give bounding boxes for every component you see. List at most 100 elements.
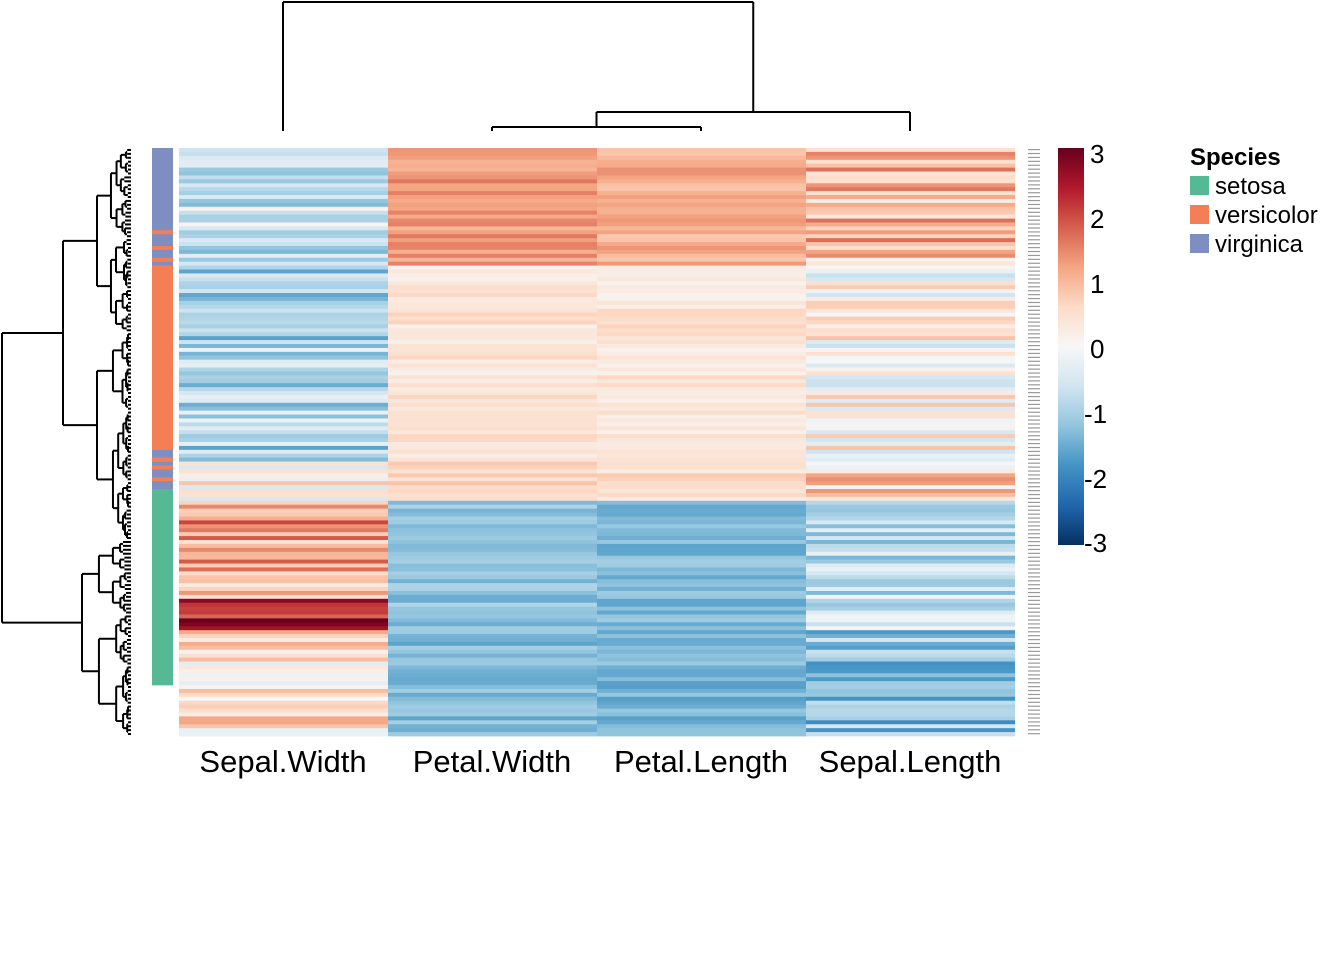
heatmap-cell	[388, 222, 597, 227]
heatmap-cell	[597, 708, 806, 713]
heatmap-cell	[179, 359, 388, 364]
heatmap-cell	[806, 496, 1015, 502]
heatmap-cell	[388, 575, 597, 580]
heatmap-cell	[597, 492, 806, 498]
heatmap-cell	[597, 402, 806, 408]
heatmap-cell	[388, 653, 597, 658]
heatmap-cell	[179, 312, 388, 317]
row-label	[1028, 203, 1040, 206]
row-label	[1028, 388, 1040, 390]
row-label	[1028, 619, 1040, 621]
row-label	[1028, 654, 1040, 656]
heatmap-cell	[388, 496, 597, 502]
heatmap-cell	[806, 555, 1015, 560]
row-label	[1028, 156, 1040, 159]
heatmap-cell	[388, 394, 597, 400]
heatmap-cell	[179, 155, 388, 161]
heatmap-cell	[388, 665, 597, 670]
heatmap-cell	[597, 575, 806, 580]
heatmap-cell	[179, 253, 388, 259]
heatmap-cell	[388, 187, 597, 192]
heatmap-cell	[597, 434, 806, 439]
heatmap-cell	[597, 528, 806, 533]
heatmap-cell	[806, 724, 1015, 729]
heatmap-cell	[806, 285, 1015, 290]
heatmap-cell	[806, 532, 1015, 537]
heatmap-cell	[388, 445, 597, 451]
heatmap-cell	[597, 218, 806, 223]
heatmap-cell	[806, 336, 1015, 341]
heatmap-cell	[388, 277, 597, 282]
heatmap-cell	[597, 398, 806, 404]
heatmap-cell	[597, 688, 806, 694]
heatmap-cell	[806, 657, 1015, 662]
heatmap-cell	[388, 234, 597, 239]
heatmap-cell	[597, 234, 806, 239]
heatmap-cell	[388, 461, 597, 466]
heatmap-cell	[806, 559, 1015, 564]
heatmap-cell	[806, 359, 1015, 364]
row-label	[1028, 556, 1040, 558]
heatmap-cell	[179, 638, 388, 643]
heatmap-cell	[388, 398, 597, 404]
heatmap-cell	[597, 496, 806, 502]
heatmap-cell	[179, 347, 388, 353]
heatmap-cell	[179, 708, 388, 713]
heatmap-cell	[597, 485, 806, 490]
heatmap-cell	[597, 300, 806, 306]
heatmap-cell	[597, 277, 806, 282]
row-label	[1028, 603, 1040, 605]
heatmap-cell	[179, 559, 388, 564]
heatmap-cell	[388, 602, 597, 608]
heatmap-cell	[179, 724, 388, 729]
heatmap-cell	[806, 148, 1015, 153]
heatmap-cell	[597, 206, 806, 212]
row-label	[1028, 309, 1040, 311]
heatmap-cell	[806, 661, 1015, 666]
heatmap-cell	[179, 410, 388, 415]
heatmap-cell	[179, 344, 388, 349]
row-label	[1028, 239, 1040, 241]
heatmap-cell	[597, 677, 806, 682]
heatmap-cell	[806, 469, 1015, 474]
heatmap-cell	[597, 579, 806, 584]
heatmap-cell	[806, 187, 1015, 192]
heatmap-cell	[179, 504, 388, 510]
heatmap-cell	[179, 300, 388, 306]
heatmap-cell	[179, 547, 388, 553]
heatmap-cell	[597, 328, 806, 333]
heatmap-cell	[806, 344, 1015, 349]
heatmap-cell	[388, 304, 597, 310]
heatmap-cell	[806, 685, 1015, 690]
heatmap-cell	[806, 398, 1015, 404]
heatmap-cell	[806, 610, 1015, 615]
heatmap-cell	[806, 536, 1015, 541]
heatmap-cell	[806, 571, 1015, 576]
heatmap-cell	[179, 661, 388, 666]
heatmap-cell	[179, 583, 388, 588]
heatmap-cell	[388, 210, 597, 216]
row-labels	[1028, 149, 1040, 735]
heatmap-cell	[597, 657, 806, 662]
heatmap-cell	[179, 528, 388, 533]
heatmap-cell	[388, 516, 597, 521]
heatmap-cell	[597, 641, 806, 647]
row-label	[1028, 149, 1040, 151]
heatmap-cell	[179, 336, 388, 341]
row-label	[1028, 713, 1040, 715]
heatmap-cell	[388, 473, 597, 478]
heatmap-cell	[388, 540, 597, 545]
heatmap-cell	[597, 489, 806, 494]
heatmap-cell	[388, 414, 597, 419]
heatmap-cell	[597, 508, 806, 513]
heatmap-cell	[179, 198, 388, 204]
heatmap-cell	[179, 685, 388, 690]
heatmap-cell	[597, 167, 806, 172]
heatmap-cell	[597, 195, 806, 200]
heatmap-cell	[388, 551, 597, 557]
heatmap-cell	[388, 708, 597, 713]
row-label	[1028, 595, 1040, 598]
heatmap-cell	[179, 449, 388, 455]
heatmap-cell	[179, 567, 388, 572]
row-label	[1028, 642, 1040, 645]
